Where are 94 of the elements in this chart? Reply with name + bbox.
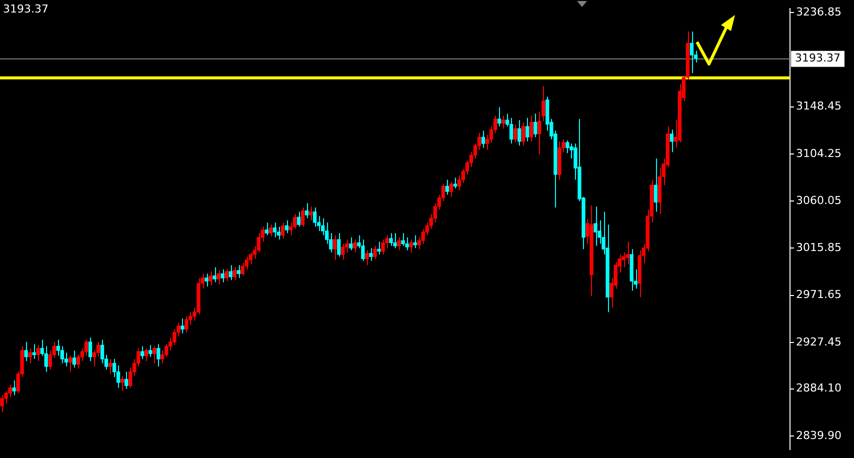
- candlestick: [401, 232, 405, 246]
- candlestick: [228, 264, 232, 281]
- y-tick-label: 2927.45: [796, 335, 842, 348]
- candlestick: [144, 348, 148, 362]
- candlestick: [353, 239, 357, 253]
- candlestick: [337, 232, 341, 258]
- candlestick: [212, 266, 216, 283]
- candlestick: [308, 206, 313, 221]
- candlestick: [409, 239, 413, 253]
- candlestick: [120, 376, 124, 392]
- candlestick: [373, 245, 377, 260]
- candlestick: [232, 266, 236, 281]
- candlestick: [208, 271, 212, 286]
- candlestick: [497, 106, 502, 127]
- candlestick: [148, 344, 152, 358]
- candlestick: [88, 337, 92, 362]
- candlestick: [12, 380, 16, 396]
- candlestick: [341, 243, 345, 260]
- candlestick: [180, 318, 184, 334]
- candlestick: [264, 222, 269, 236]
- y-tick-label: 2971.65: [796, 288, 842, 302]
- candlestick: [76, 354, 80, 370]
- candlestick: [509, 117, 514, 144]
- y-tick-label: 3236.85: [796, 5, 842, 18]
- candlestick: [369, 248, 373, 262]
- candlestick: [0, 394, 4, 413]
- candlestick: [300, 207, 305, 228]
- candlestick: [393, 232, 397, 249]
- candlestick: [272, 222, 277, 238]
- candlestick: [521, 122, 526, 146]
- candlestick: [56, 339, 60, 356]
- candlestick: [690, 31, 694, 74]
- candlestick: [224, 268, 228, 282]
- candlestick: [72, 350, 76, 368]
- candlestick: [389, 232, 393, 246]
- y-tick-label: 3104.25: [796, 146, 842, 160]
- candlestick: [152, 346, 156, 364]
- candlestick: [240, 262, 244, 276]
- candlestick: [156, 344, 160, 367]
- candlestick: [24, 341, 28, 362]
- candlestick: [280, 222, 285, 239]
- candlestick: [361, 239, 365, 262]
- candlestick: [140, 346, 144, 360]
- candlestick: [501, 115, 506, 130]
- candlestick: [204, 273, 208, 287]
- y-tick-label: 2839.90: [796, 428, 842, 442]
- candlestick: [481, 130, 486, 148]
- candlestick: [284, 220, 289, 234]
- candlestick: [349, 236, 353, 251]
- candlestick: [124, 371, 128, 390]
- candlestick: [220, 268, 224, 283]
- candlestick: [333, 234, 337, 260]
- candlestick: [397, 236, 401, 251]
- candlestick: [236, 264, 240, 278]
- candlestick: [517, 120, 522, 146]
- ref-line-label: 3193.37: [795, 52, 840, 65]
- candlestick: [513, 124, 518, 143]
- candlestick: [594, 206, 598, 246]
- candlestick: [445, 179, 449, 196]
- candlestick: [36, 344, 40, 362]
- candlestick: [160, 350, 164, 364]
- annotation: 3193.37: [3, 2, 48, 16]
- candlestick: [413, 234, 417, 249]
- y-tick-label: 3148.45: [796, 100, 842, 113]
- candlestick: [108, 358, 112, 374]
- candlestick: [449, 181, 453, 198]
- candlestick: [377, 241, 381, 255]
- candlestick: [405, 236, 409, 251]
- candlestick: [296, 211, 301, 228]
- candlestick: [68, 355, 72, 372]
- candlestick: [654, 158, 658, 212]
- candlestick: [530, 115, 534, 142]
- candlestick: [457, 175, 461, 191]
- candlestick: [526, 117, 530, 142]
- candlestick: [534, 113, 538, 138]
- y-tick-label: 3060.05: [796, 194, 842, 207]
- candlestick: [365, 250, 369, 266]
- candlestick: [381, 239, 385, 255]
- candlestick: [100, 339, 104, 364]
- candlestick: [48, 350, 52, 370]
- candlestick: [626, 241, 630, 265]
- candlestick: [453, 177, 457, 189]
- candlestick: [276, 226, 281, 240]
- y-tick-label: 2884.10: [796, 382, 842, 395]
- candlestick: [312, 207, 317, 228]
- candlestick: [670, 129, 674, 153]
- candlestick: [184, 316, 188, 333]
- y-tick-label: 3015.85: [796, 241, 842, 254]
- candlestick: [320, 218, 325, 236]
- candlestick: [216, 270, 220, 285]
- candlestick: [304, 202, 309, 219]
- candlestick: [268, 224, 273, 237]
- candlestick: [28, 348, 32, 364]
- candlestick: [128, 367, 132, 388]
